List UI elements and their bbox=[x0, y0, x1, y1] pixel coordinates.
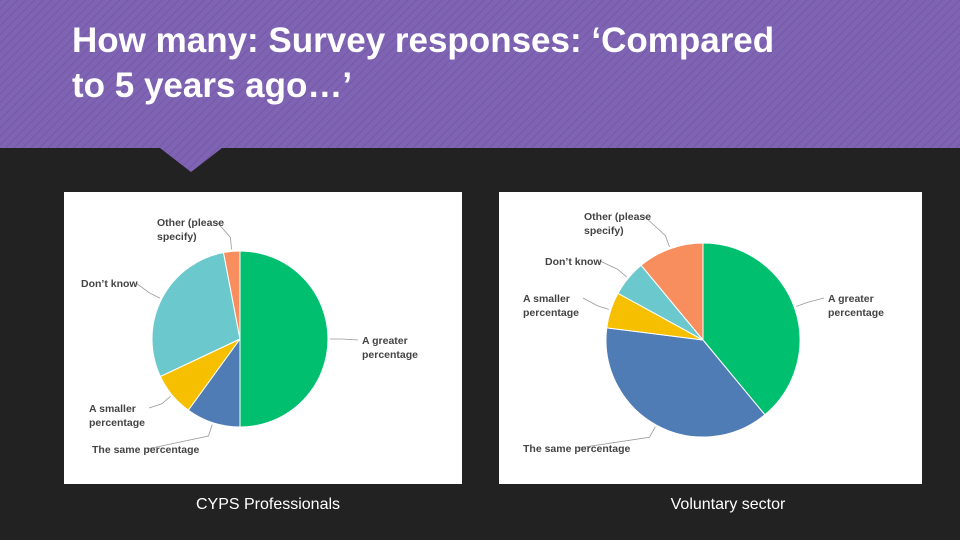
chart-caption: Voluntary sector bbox=[671, 496, 786, 513]
leader-line bbox=[135, 282, 160, 299]
header-band bbox=[0, 0, 960, 172]
pie-slice bbox=[151, 251, 241, 378]
slide-title: How many: Survey responses: ‘Compared to … bbox=[72, 21, 774, 105]
slice-label: A smaller percentage bbox=[523, 293, 579, 319]
pie-slice bbox=[605, 327, 766, 438]
slice-label: Don’t know bbox=[81, 278, 138, 290]
slice-label: The same percentage bbox=[523, 443, 631, 455]
leader-line bbox=[216, 221, 232, 250]
leader-line bbox=[146, 424, 213, 450]
leader-line bbox=[148, 396, 171, 409]
slice-label: Don’t know bbox=[545, 256, 602, 268]
slice-label: A smaller percentage bbox=[89, 403, 145, 429]
slice-label: A greater percentage bbox=[362, 335, 418, 361]
leader-line bbox=[582, 297, 609, 310]
slice-label: A greater percentage bbox=[828, 293, 884, 319]
leader-line bbox=[330, 338, 359, 341]
leader-line bbox=[796, 297, 825, 307]
pie-slice bbox=[222, 250, 241, 340]
slice-label: The same percentage bbox=[92, 444, 200, 456]
leader-line bbox=[599, 260, 627, 278]
slice-label: Other (please specify) bbox=[584, 211, 651, 237]
pie-slice bbox=[239, 250, 329, 428]
slice-label: Other (please specify) bbox=[157, 217, 224, 243]
pie-slice bbox=[702, 242, 801, 416]
leader-line bbox=[643, 215, 670, 247]
leader-line bbox=[577, 426, 656, 449]
pie-slice bbox=[640, 242, 704, 342]
chart-caption: CYPS Professionals bbox=[196, 496, 340, 513]
